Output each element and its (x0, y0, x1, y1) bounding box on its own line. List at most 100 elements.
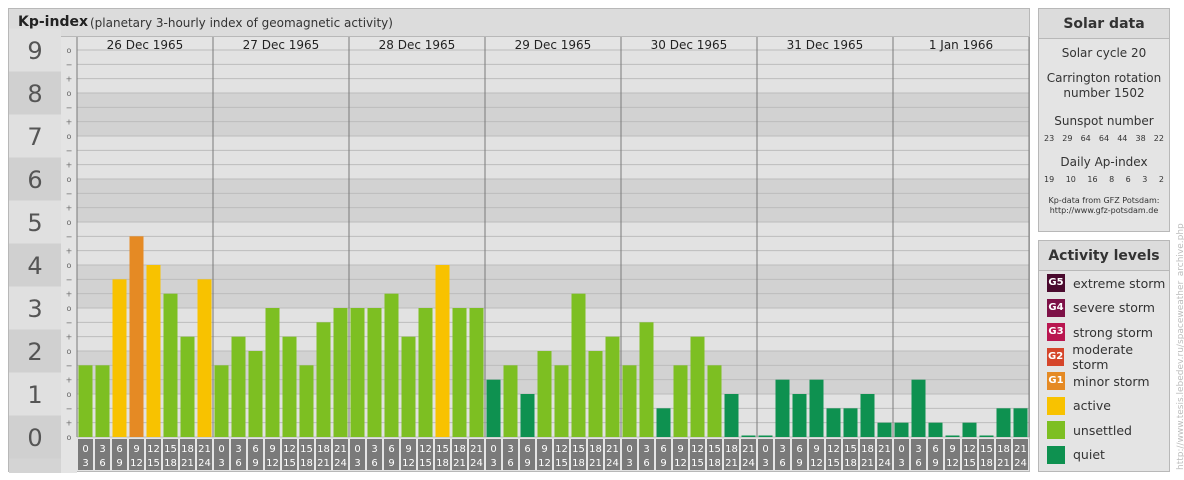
solar-data-title: Solar data (1039, 9, 1169, 39)
y-axis-band (9, 28, 61, 72)
hour-start-label: 0 (762, 444, 768, 455)
kp-bar (673, 365, 688, 437)
hour-tile (741, 439, 756, 470)
hour-end-label: 15 (691, 458, 704, 469)
data-source-url: http://www.gfz-potsdam.de (1049, 206, 1159, 215)
hour-tile (248, 439, 263, 470)
kp-band (77, 179, 1029, 222)
y-tick-label: 4 (27, 252, 42, 280)
solar-data-panel: Solar data Solar cycle 20 Carrington rot… (1038, 8, 1170, 232)
hour-start-label: 9 (949, 444, 955, 455)
hour-end-label: 3 (82, 458, 88, 469)
hour-tile (690, 439, 705, 470)
hour-tile (95, 439, 110, 470)
hour-tile (452, 439, 467, 470)
kp-bar (95, 365, 110, 437)
hour-end-label: 21 (181, 458, 194, 469)
solar-cycle: Solar cycle 20 (1061, 46, 1147, 60)
hour-tile (520, 439, 535, 470)
hour-tile (231, 439, 246, 470)
level-label: quiet (1073, 447, 1105, 463)
level-quiet: quiet (1039, 443, 1169, 468)
kp-bar (843, 408, 858, 437)
hour-end-label: 18 (436, 458, 449, 469)
hour-start-label: 12 (147, 444, 160, 455)
hour-end-label: 3 (762, 458, 768, 469)
hour-tile (656, 439, 671, 470)
hour-start-label: 3 (99, 444, 105, 455)
minor-tick-label: − (66, 189, 73, 198)
kp-bar (979, 435, 994, 437)
hour-end-label: 15 (147, 458, 160, 469)
ap-value: 16 (1087, 175, 1098, 184)
hour-end-label: 15 (555, 458, 568, 469)
hour-tile (350, 439, 365, 470)
hour-end-label: 21 (589, 458, 602, 469)
kp-bar (435, 265, 450, 437)
sunspot-value: 22 (1153, 134, 1164, 143)
ap-value: 3 (1142, 175, 1148, 184)
sunspot-value: 64 (1080, 134, 1091, 143)
kp-bar (316, 322, 331, 437)
hour-start-label: 3 (643, 444, 649, 455)
hour-start-label: 0 (82, 444, 88, 455)
minor-tick-label: + (66, 75, 73, 84)
kp-band (77, 265, 1029, 308)
kp-bar (1013, 408, 1028, 437)
hour-tile (129, 439, 144, 470)
day-label: 30 Dec 1965 (651, 38, 728, 52)
hour-tile (435, 439, 450, 470)
level-swatch: G4 (1047, 298, 1065, 317)
hour-tile (486, 439, 501, 470)
y-axis-band (9, 415, 61, 459)
hour-start-label: 15 (980, 444, 993, 455)
hour-start-label: 18 (589, 444, 602, 455)
kp-bar (401, 336, 416, 437)
hour-tile (945, 439, 960, 470)
y-tick-label: 6 (27, 166, 42, 194)
hour-start-label: 0 (898, 444, 904, 455)
hour-start-label: 15 (708, 444, 721, 455)
hour-tile (962, 439, 977, 470)
hour-start-label: 12 (827, 444, 840, 455)
kp-bar (486, 379, 501, 437)
level-swatch (1047, 421, 1065, 440)
level-swatch: G5 (1047, 274, 1065, 293)
hour-end-label: 12 (538, 458, 551, 469)
hour-end-label: 9 (932, 458, 938, 469)
hour-end-label: 12 (130, 458, 143, 469)
hour-start-label: 6 (388, 444, 394, 455)
minor-tick-label: + (66, 247, 73, 256)
minor-tick-label: o (67, 89, 72, 98)
minor-tick-label: − (66, 232, 73, 241)
y-tick-label: 1 (27, 381, 42, 409)
hour-tile (469, 439, 484, 470)
hour-end-label: 18 (572, 458, 585, 469)
kp-bar (384, 293, 399, 437)
day-header-strip (77, 37, 1029, 50)
kp-bar (894, 422, 909, 437)
level-swatch (1047, 445, 1065, 464)
minor-tick-label: + (66, 118, 73, 127)
kp-bar (996, 408, 1011, 437)
hour-end-label: 12 (402, 458, 415, 469)
hour-start-label: 9 (541, 444, 547, 455)
kp-bar (197, 279, 212, 437)
hour-end-label: 18 (844, 458, 857, 469)
kp-bar (537, 351, 552, 437)
hour-start-label: 3 (371, 444, 377, 455)
kp-bar (214, 365, 229, 437)
hour-start-label: 18 (317, 444, 330, 455)
hour-end-label: 9 (116, 458, 122, 469)
hour-tile (588, 439, 603, 470)
hour-tile (911, 439, 926, 470)
kp-bar (112, 279, 127, 437)
minor-tick-label: − (66, 275, 73, 284)
day-label: 27 Dec 1965 (243, 38, 320, 52)
day-label: 26 Dec 1965 (107, 38, 184, 52)
hour-tile (877, 439, 892, 470)
kp-bar (503, 365, 518, 437)
hour-end-label: 21 (317, 458, 330, 469)
hour-end-label: 3 (626, 458, 632, 469)
minor-tick-label: o (67, 304, 72, 313)
